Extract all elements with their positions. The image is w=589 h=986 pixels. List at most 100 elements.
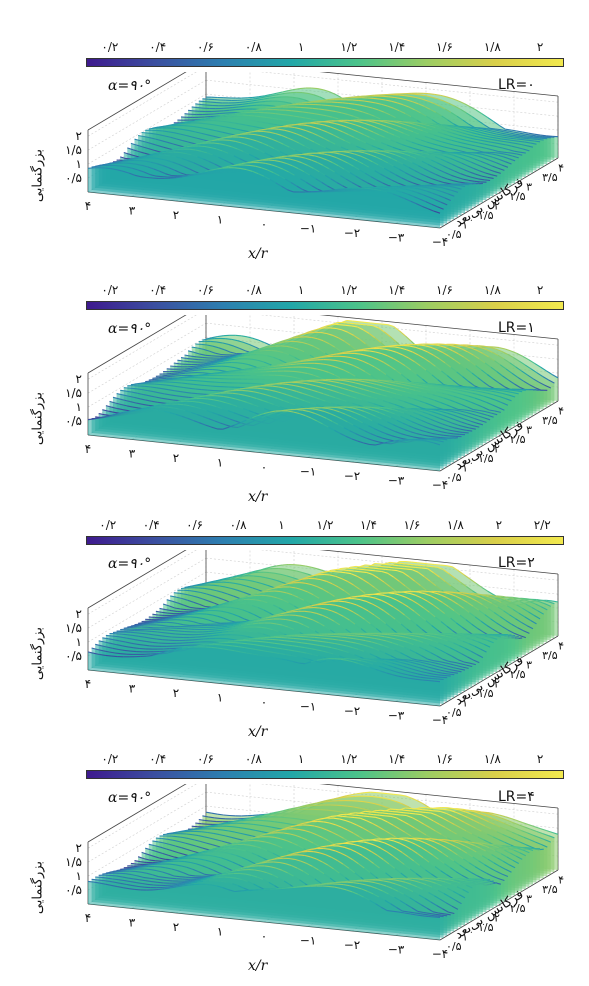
surface-segment (242, 390, 248, 391)
surface-segment (131, 384, 137, 385)
surface-segment (149, 379, 155, 380)
surface-segment (97, 166, 103, 167)
surface-segment (372, 120, 378, 121)
surface-segment (277, 101, 283, 102)
surface-segment (239, 579, 245, 580)
surface-segment (475, 181, 481, 182)
surface-segment (334, 324, 340, 325)
surface-segment (422, 568, 428, 569)
surface-segment (229, 110, 235, 111)
surface-segment (173, 400, 179, 401)
surface-segment (195, 121, 201, 122)
surface-segment (273, 129, 279, 130)
surface-segment (184, 368, 190, 369)
colorbar-tick-label: ۱ (298, 283, 304, 297)
colorbar-tick-label: ۱/۸ (447, 518, 464, 532)
surface-segment (198, 394, 204, 395)
surface-segment (287, 97, 293, 98)
z-tick-label: ۲ (76, 372, 82, 386)
surface-segment (374, 568, 380, 569)
surface-segment (309, 332, 315, 333)
surface-segment (201, 344, 207, 345)
x-tick-label: ۲ (173, 451, 179, 465)
surface-segment (237, 363, 243, 364)
surface-segment (398, 566, 404, 567)
surface-segment (296, 372, 302, 373)
surface-segment (236, 576, 242, 577)
surface-segment (255, 384, 261, 385)
surface-segment (255, 386, 261, 387)
surface-segment (253, 97, 259, 98)
surface-segment (88, 168, 94, 169)
surface-segment (340, 325, 346, 326)
x-tick-label: ۱ (217, 456, 223, 470)
surface-segment (291, 364, 297, 365)
surface-segment (410, 567, 416, 568)
colorbar (86, 58, 564, 67)
colorbar-tick-label: ۲ (537, 40, 543, 54)
surface-segment (248, 134, 254, 135)
colorbar-tick-label: ۲ (537, 283, 543, 297)
surface-segment (158, 377, 164, 378)
colorbar-tick-label: ۰/۲ (101, 40, 118, 54)
surface-segment (334, 189, 340, 190)
surface-segment (462, 388, 468, 389)
surface-segment (517, 139, 523, 140)
colorbar-tick-label: ۰/۲ (99, 518, 116, 532)
surface-segment (234, 118, 240, 119)
surface-segment (199, 146, 205, 147)
z-tick-label: ۱/۵ (65, 143, 82, 157)
surface-segment (181, 609, 187, 610)
surface-segment (198, 108, 204, 109)
surface-segment (282, 114, 288, 115)
surface-segment (397, 121, 403, 122)
surface-segment (149, 128, 155, 129)
surface-segment (417, 563, 423, 564)
surface-segment (257, 388, 263, 389)
surface-segment (302, 102, 308, 103)
surface-segment (312, 88, 318, 89)
surface-segment (417, 440, 423, 441)
surface-segment (337, 569, 343, 570)
surface-segment (273, 366, 279, 367)
surface-segment (326, 121, 332, 122)
surface-segment (269, 573, 275, 574)
surface-segment (207, 362, 213, 363)
surface-segment (162, 375, 168, 376)
surface-segment (265, 108, 271, 109)
surface-segment (239, 106, 245, 107)
surface-segment (340, 189, 346, 190)
surface-segment (379, 569, 385, 570)
surface-segment (339, 572, 345, 573)
surface-segment (295, 381, 301, 382)
surface-segment (337, 354, 343, 355)
surface-segment (250, 110, 256, 111)
surface-segment (190, 356, 196, 357)
surface-segment (277, 127, 283, 128)
surface-segment (220, 363, 226, 364)
surface-segment (381, 407, 387, 408)
surface-segment (291, 155, 297, 156)
surface-segment (165, 155, 171, 156)
surface-segment (468, 388, 474, 389)
surface-segment (355, 324, 361, 325)
surface-segment (176, 383, 182, 384)
colorbar-tick-label: ۱/۶ (403, 518, 420, 532)
surface-segment (135, 410, 141, 411)
surface-segment (268, 105, 274, 106)
surface-segment (206, 583, 212, 584)
z-axis-label: بزرگنمایی (31, 136, 46, 216)
z-tick-label: ۱/۵ (65, 386, 82, 400)
surface-segment (161, 378, 167, 379)
surface-segment (404, 566, 410, 567)
y-tick-label: ۳/۵ (542, 171, 558, 184)
surface-segment (281, 105, 287, 106)
z-tick-labels: ۰/۵۱۱/۵۲ (65, 372, 82, 428)
surface-segment (106, 168, 112, 169)
x-tick-label: ۳ (129, 447, 136, 461)
surface-segment (407, 569, 413, 570)
surface-segment (206, 355, 212, 356)
surface-segment (199, 588, 205, 589)
surface-segment (346, 325, 352, 326)
